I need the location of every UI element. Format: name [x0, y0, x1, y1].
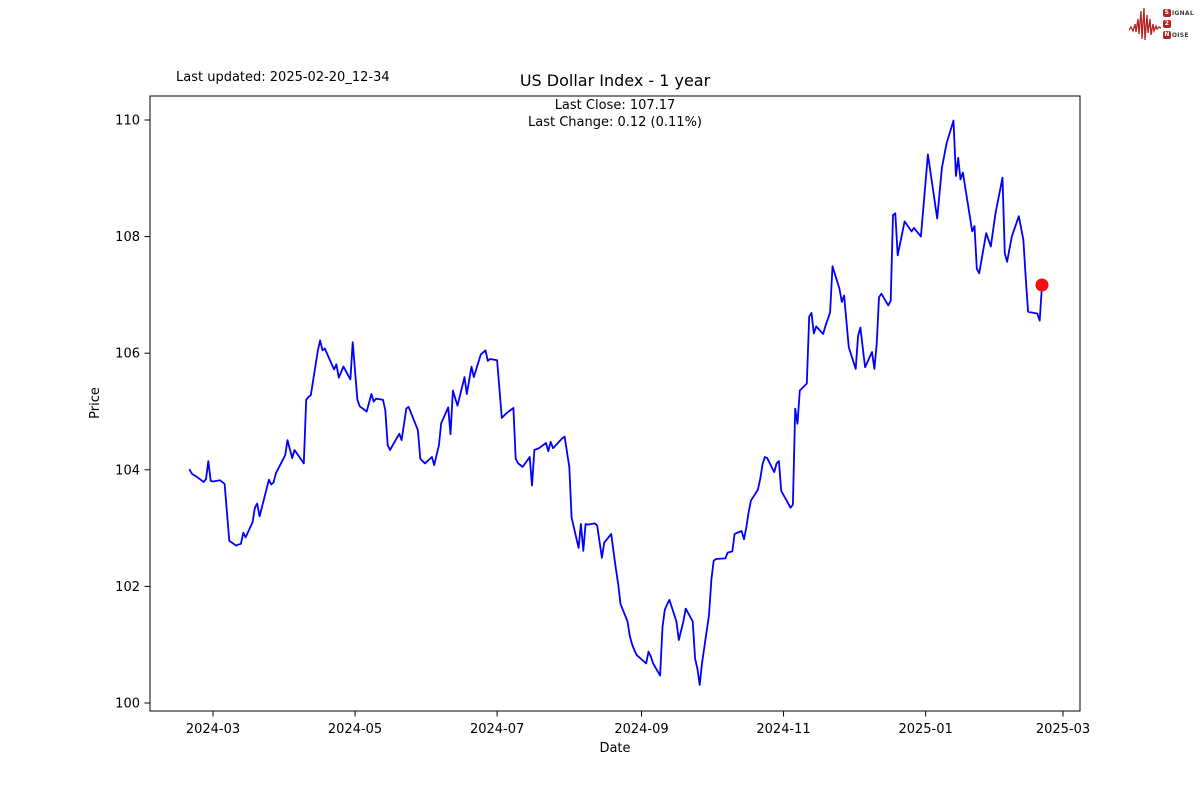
y-axis-ticks: 100 102 104 106 108 110	[115, 114, 150, 712]
x-tick-label: 2024-07	[470, 722, 524, 737]
logo-wordmark: S IGNAL 2 N OISE	[1162, 9, 1194, 40]
logo-badge-s: S	[1162, 9, 1171, 17]
chart-title: US Dollar Index - 1 year	[519, 71, 711, 90]
x-tick-label: 2024-05	[328, 722, 382, 737]
x-tick-label: 2024-11	[756, 722, 810, 737]
y-tick-label: 104	[115, 463, 140, 478]
logo-row-noise: N OISE	[1162, 31, 1194, 40]
x-axis-ticks: 2024-03 2024-05 2024-07 2024-09 2024-11 2025-…	[186, 711, 1090, 737]
y-tick-label: 108	[115, 230, 140, 245]
y-axis-label: Price	[88, 387, 103, 419]
price-line	[188, 119, 1043, 686]
signal2noise-logo: S IGNAL 2 N OISE	[1128, 4, 1194, 44]
last-change-subtitle: Last Change: 0.12 (0.11%)	[527, 115, 702, 130]
logo-row-signal: S IGNAL	[1162, 9, 1194, 18]
last-close-subtitle: Last Close: 107.17	[554, 98, 676, 113]
logo-badge-2: 2	[1162, 20, 1171, 28]
x-tick-label: 2024-09	[614, 722, 668, 737]
x-tick-label: 2025-03	[1036, 722, 1090, 737]
logo-badge-n: N	[1162, 31, 1171, 39]
plot-border	[149, 95, 1081, 712]
last-updated-label: Last updated: 2025-02-20_12-34	[176, 70, 390, 85]
y-tick-label: 100	[115, 697, 140, 712]
y-tick-label: 102	[115, 580, 140, 595]
x-tick-label: 2024-03	[186, 722, 240, 737]
x-axis-label: Date	[599, 741, 630, 756]
logo-text-oise: OISE	[1171, 31, 1189, 39]
waveform-icon	[1128, 7, 1161, 41]
last-close-marker	[1035, 278, 1049, 292]
y-tick-label: 110	[115, 114, 140, 129]
logo-row-2: 2	[1162, 20, 1194, 29]
y-tick-label: 106	[115, 347, 140, 362]
x-tick-label: 2025-01	[898, 722, 952, 737]
logo-text-ignal: IGNAL	[1171, 9, 1194, 17]
